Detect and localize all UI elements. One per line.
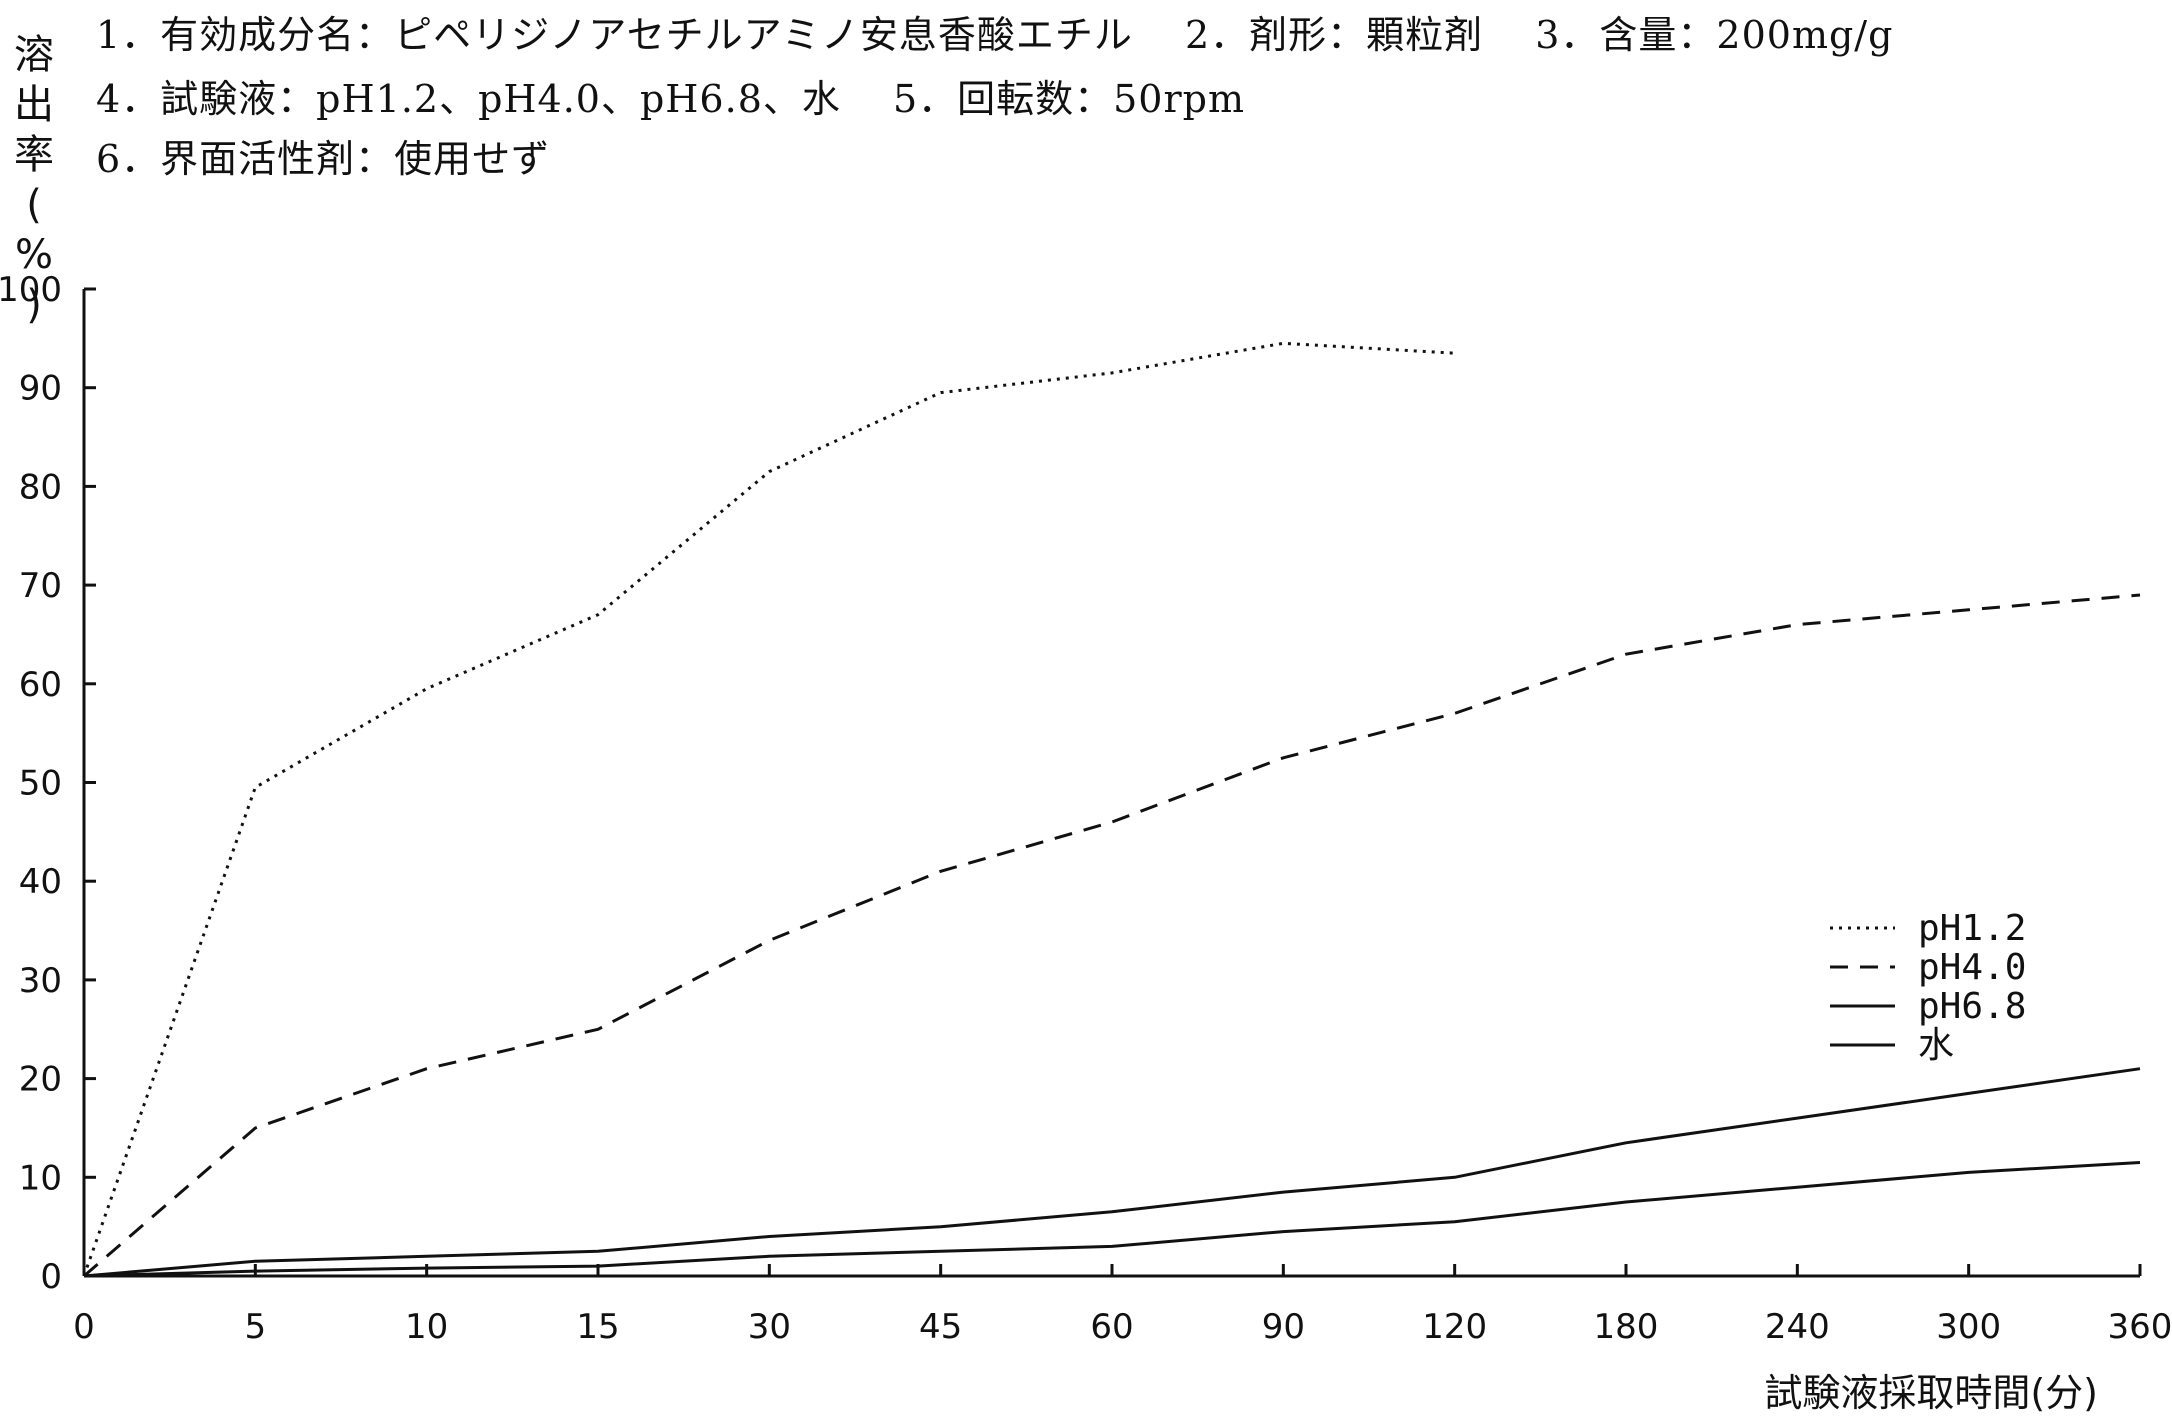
y-axis-label-char: ( [26,182,42,228]
x-tick-label: 45 [919,1307,962,1347]
x-tick-label: 90 [1262,1307,1305,1347]
x-tick-label: 180 [1594,1307,1659,1347]
x-tick-label: 240 [1765,1307,1830,1347]
legend-label: pH4.0 [1918,947,2026,988]
y-tick-label: 100 [0,270,62,310]
y-tick-label: 30 [19,961,62,1001]
series-line-3 [83,1067,2141,1278]
x-tick-label: 360 [2108,1307,2172,1347]
y-tick-label: 80 [19,467,62,507]
axes: 0 10 20 30 40 50 60 70 80 90 100 0 5 10 15 30 45 60 90 120 1… [0,270,2172,1347]
series-line-1 [82,341,1455,1277]
y-axis-label-char: 溶 [14,32,54,78]
header-line-1: 1．有効成分名：ピペリジノアセチルアミノ安息香酸エチル 2．剤形：顆粒剤 3．含… [96,13,1894,57]
header-line-2: 4．試験液：pH1.2、pH4.0、pH6.8、水 5．回転数：50rpm [96,77,1246,121]
y-axis-label: 溶出率(%) [6,30,62,330]
x-tick-label: 15 [576,1307,619,1347]
y-tick-label: 60 [19,665,62,705]
header-line-3: 6．界面活性剤：使用せず [96,137,551,181]
x-tick-label: 10 [405,1307,448,1347]
y-tick-label: 10 [19,1158,62,1198]
y-axis-label-char: % [14,232,53,278]
y-axis-label-char: 出 [14,82,54,128]
x-tick-label: 5 [245,1307,267,1347]
y-tick-label: 90 [19,369,62,409]
x-tick-label: 0 [73,1307,95,1347]
x-tick-label: 30 [748,1307,791,1347]
legend-label: 水 [1918,1025,1954,1066]
y-tick-label: 40 [19,862,62,902]
x-axis-label: 試験液採取時間(分) [1764,1371,2098,1415]
y-tick-label: 20 [19,1060,62,1100]
y-tick-label: 70 [19,566,62,606]
x-tick-label: 120 [1422,1307,1487,1347]
series-layer [82,341,2141,1278]
legend-label: pH1.2 [1918,908,2026,949]
y-tick-label: 50 [19,764,62,804]
y-axis-label-char: 率 [14,132,54,178]
series-line-4 [83,1161,2141,1278]
y-tick-label: 0 [40,1257,62,1297]
x-tick-label: 60 [1090,1307,1133,1347]
series-line-2 [83,593,2141,1278]
x-tick-label: 300 [1936,1307,2001,1347]
y-axis-label-char: ) [26,282,42,328]
legend-label: pH6.8 [1918,986,2026,1027]
